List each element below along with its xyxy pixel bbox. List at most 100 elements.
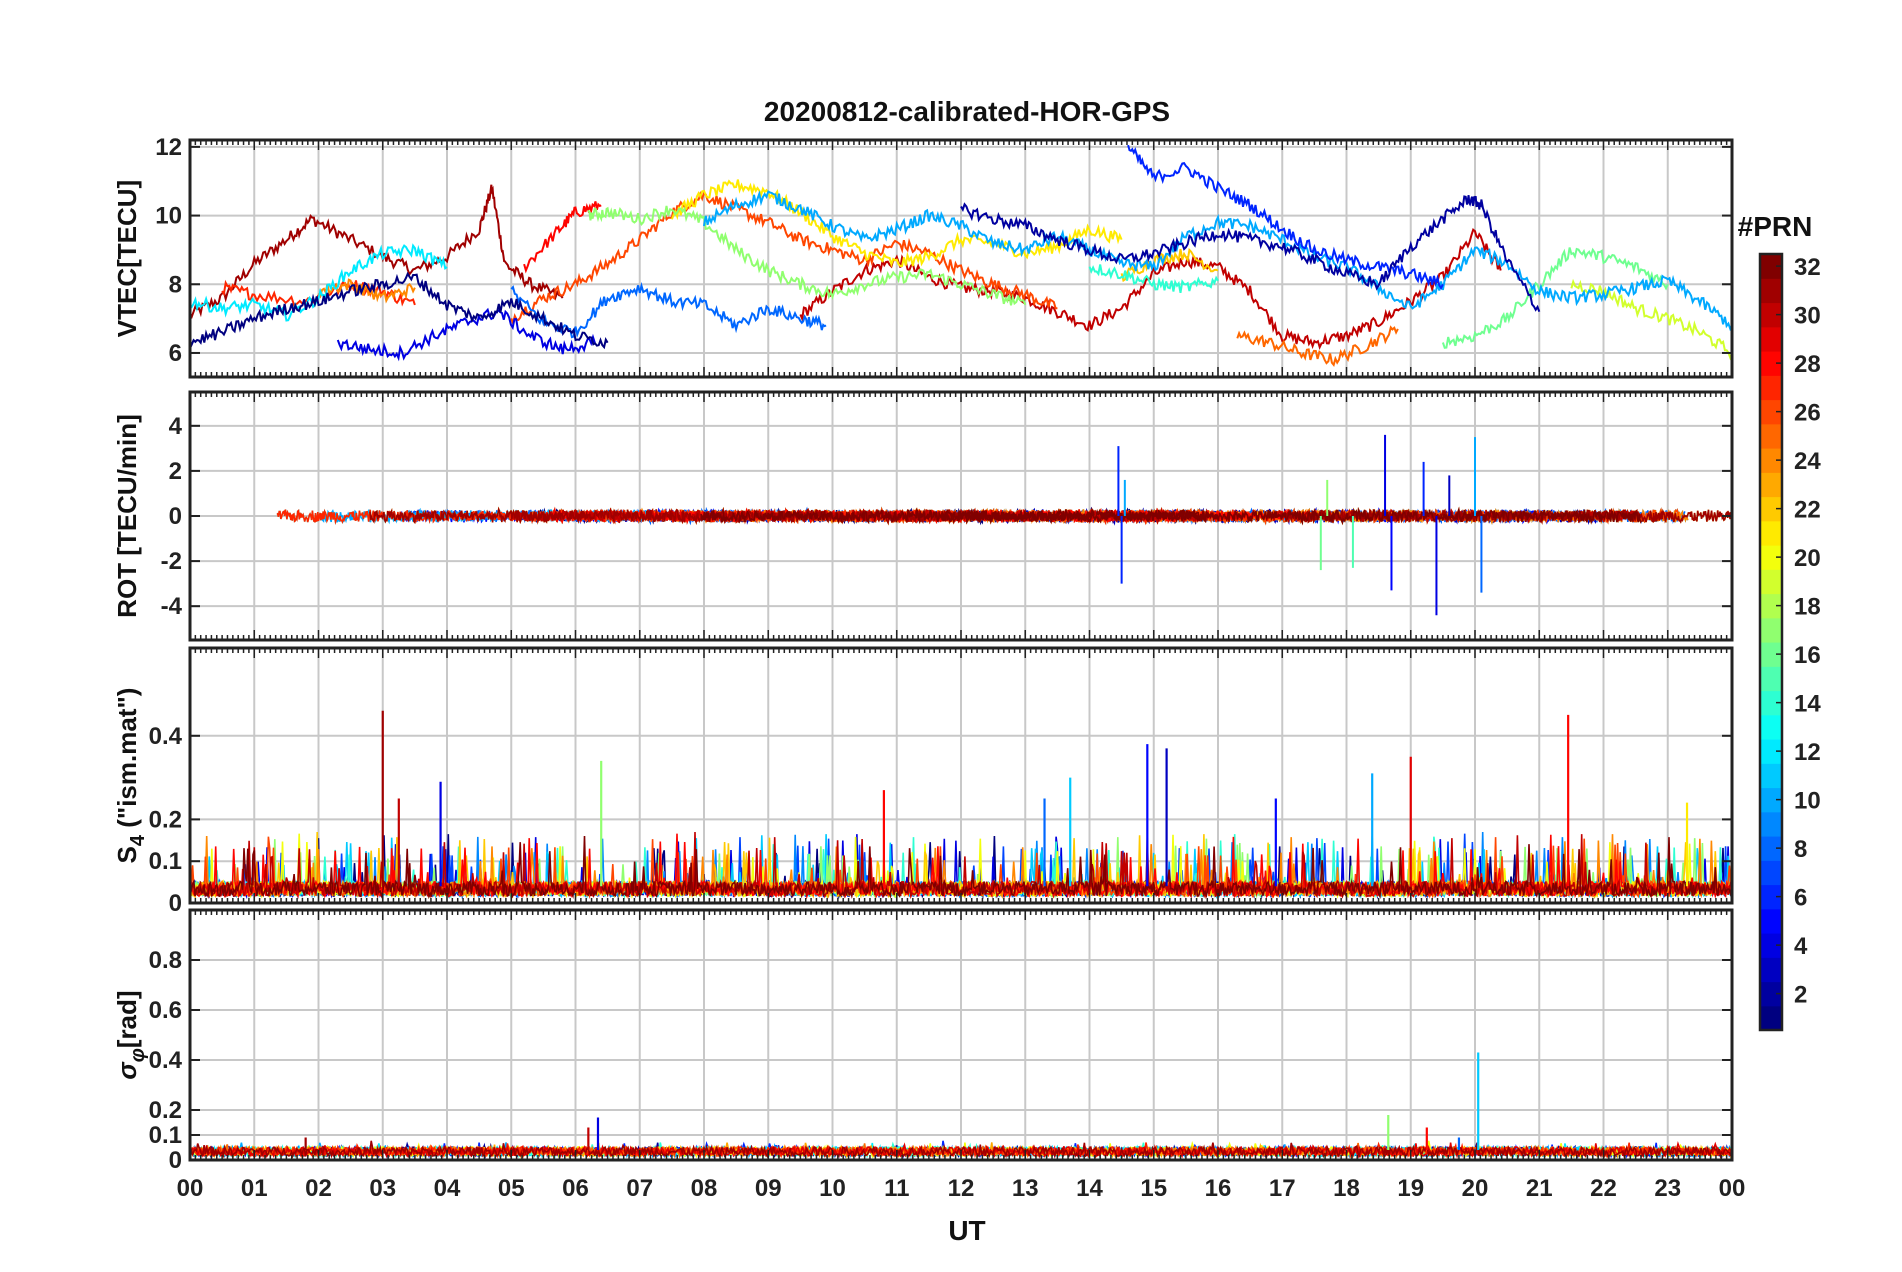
y-tick-label: 0.8 bbox=[149, 947, 182, 974]
x-tick-label: 20 bbox=[1462, 1175, 1489, 1202]
colorbar-swatch bbox=[1760, 981, 1782, 1007]
colorbar-swatch bbox=[1760, 884, 1782, 910]
colorbar-swatch bbox=[1760, 569, 1782, 595]
tick-marks-rot bbox=[189, 392, 1733, 640]
plot-area-vtec bbox=[190, 144, 1732, 368]
colorbar-tick-label: 30 bbox=[1794, 303, 1821, 330]
colorbar-swatch bbox=[1760, 617, 1782, 643]
series-line bbox=[940, 506, 1643, 526]
y-axis-label-sigma: σφ[rad] bbox=[112, 990, 149, 1079]
series-line bbox=[1236, 325, 1399, 368]
series-line bbox=[703, 190, 1732, 332]
series-line bbox=[1285, 507, 1732, 525]
tick-marks-s4 bbox=[189, 648, 1733, 904]
x-tick-label: 08 bbox=[691, 1175, 718, 1202]
colorbar-tick-label: 12 bbox=[1794, 739, 1821, 766]
colorbar-swatch bbox=[1760, 326, 1782, 352]
colorbar-swatch bbox=[1760, 593, 1782, 619]
series-line bbox=[960, 195, 1541, 313]
colorbar-swatch bbox=[1760, 351, 1782, 376]
y-tick-label: 0.2 bbox=[149, 806, 182, 833]
y-tick-label: 2 bbox=[169, 458, 182, 485]
series-line bbox=[1570, 278, 1732, 361]
colorbar-tick-label: 20 bbox=[1794, 545, 1821, 572]
x-tick-label: 04 bbox=[434, 1175, 461, 1202]
series-line bbox=[1441, 247, 1669, 349]
colorbar-swatch bbox=[1760, 714, 1782, 740]
colorbar-tick-label: 28 bbox=[1794, 351, 1821, 378]
chart-title: 20200812-calibrated-HOR-GPS bbox=[764, 96, 1170, 127]
y-axis-label-s4: S4 ("ism.mat") bbox=[112, 688, 149, 864]
plot-area-rot bbox=[276, 434, 1732, 616]
x-tick-label: 16 bbox=[1205, 1175, 1232, 1202]
colorbar-swatch bbox=[1760, 278, 1782, 304]
y-tick-label: 0.2 bbox=[149, 1097, 182, 1124]
colorbar-swatch bbox=[1760, 666, 1782, 692]
x-axis-ticks: 00 01 02 03 04 05 06 07 08 09 10 11 12 13 14 15 16 17 18 19… bbox=[177, 1175, 1746, 1202]
series-line bbox=[1088, 264, 1219, 293]
y-tick-label: 0.4 bbox=[149, 723, 183, 750]
series-line bbox=[190, 243, 448, 322]
x-tick-label: 06 bbox=[562, 1175, 589, 1202]
colorbar-tick-label: 4 bbox=[1794, 933, 1808, 960]
panel-rot: -4 -2 0 2 4 ROT [TECU/min] bbox=[112, 390, 1734, 642]
y-tick-label: -4 bbox=[161, 593, 183, 620]
series-line bbox=[587, 205, 1027, 306]
series-line bbox=[510, 281, 827, 339]
x-tick-label: 19 bbox=[1397, 1175, 1424, 1202]
y-tick-label: 0 bbox=[169, 1147, 182, 1174]
series-line bbox=[510, 190, 1058, 327]
x-tick-label: 22 bbox=[1590, 1175, 1617, 1202]
colorbar-swatch bbox=[1760, 375, 1782, 401]
series-line bbox=[1120, 247, 1219, 283]
y-tick-label: 10 bbox=[155, 203, 182, 230]
colorbar-tick-label: 24 bbox=[1794, 448, 1821, 475]
colorbar-swatch bbox=[1760, 642, 1782, 667]
colorbar-swatch bbox=[1760, 423, 1782, 449]
y-tick-label: -2 bbox=[161, 548, 182, 575]
tick-marks-vtec bbox=[189, 140, 1733, 377]
colorbar-tick-label: 14 bbox=[1794, 691, 1821, 718]
grid-sigma bbox=[190, 910, 1732, 1160]
y-tick-label: 12 bbox=[155, 134, 182, 161]
panel-s4: 0 0.1 0.2 0.4S4 ("ism.mat") bbox=[112, 646, 1734, 917]
colorbar-swatch bbox=[1760, 448, 1782, 473]
colorbar-swatch bbox=[1760, 860, 1782, 886]
y-tick-label: 0 bbox=[169, 503, 182, 530]
colorbar-tick-label: 18 bbox=[1794, 594, 1821, 621]
colorbar-tick-label: 32 bbox=[1794, 254, 1821, 281]
colorbar-tick-label: 10 bbox=[1794, 788, 1821, 815]
colorbar-swatch bbox=[1760, 739, 1782, 764]
y-axis-label-rot: ROT [TECU/min] bbox=[112, 414, 142, 618]
x-tick-label: 14 bbox=[1076, 1175, 1103, 1202]
series-line bbox=[670, 179, 1123, 268]
colorbar-swatch bbox=[1760, 545, 1782, 570]
colorbar-tick-label: 6 bbox=[1794, 885, 1807, 912]
x-tick-label: 18 bbox=[1333, 1175, 1360, 1202]
colorbar-frame bbox=[1758, 252, 1784, 1032]
panel-vtec: 6 8 10 12 VTEC[TECU] bbox=[112, 134, 1734, 379]
series-line bbox=[799, 227, 1502, 351]
panel-sigma: 00.10.2 0.4 0.6 0.8σφ[rad] bbox=[112, 908, 1734, 1174]
tick-marks-sigma bbox=[189, 910, 1733, 1161]
colorbar-swatch bbox=[1760, 763, 1782, 789]
colorbar-swatch bbox=[1760, 472, 1782, 498]
x-tick-label: 07 bbox=[626, 1175, 653, 1202]
colorbar-swatch bbox=[1760, 520, 1782, 546]
colorbar-swatch bbox=[1760, 399, 1782, 425]
y-tick-label: 0.6 bbox=[149, 997, 182, 1024]
y-tick-label: 0 bbox=[169, 890, 182, 917]
colorbar-swatch bbox=[1760, 1005, 1782, 1031]
colorbar-swatch bbox=[1760, 836, 1782, 861]
colorbar-swatch bbox=[1760, 957, 1782, 983]
colorbar-label: #PRN bbox=[1738, 211, 1813, 242]
x-tick-label: 01 bbox=[241, 1175, 268, 1202]
colorbar-tick-label: 2 bbox=[1794, 982, 1807, 1009]
y-tick-label: 0.1 bbox=[149, 848, 182, 875]
x-tick-label: 17 bbox=[1269, 1175, 1296, 1202]
x-tick-label: 02 bbox=[305, 1175, 332, 1202]
colorbar-swatch bbox=[1760, 811, 1782, 837]
x-tick-label: 12 bbox=[948, 1175, 975, 1202]
